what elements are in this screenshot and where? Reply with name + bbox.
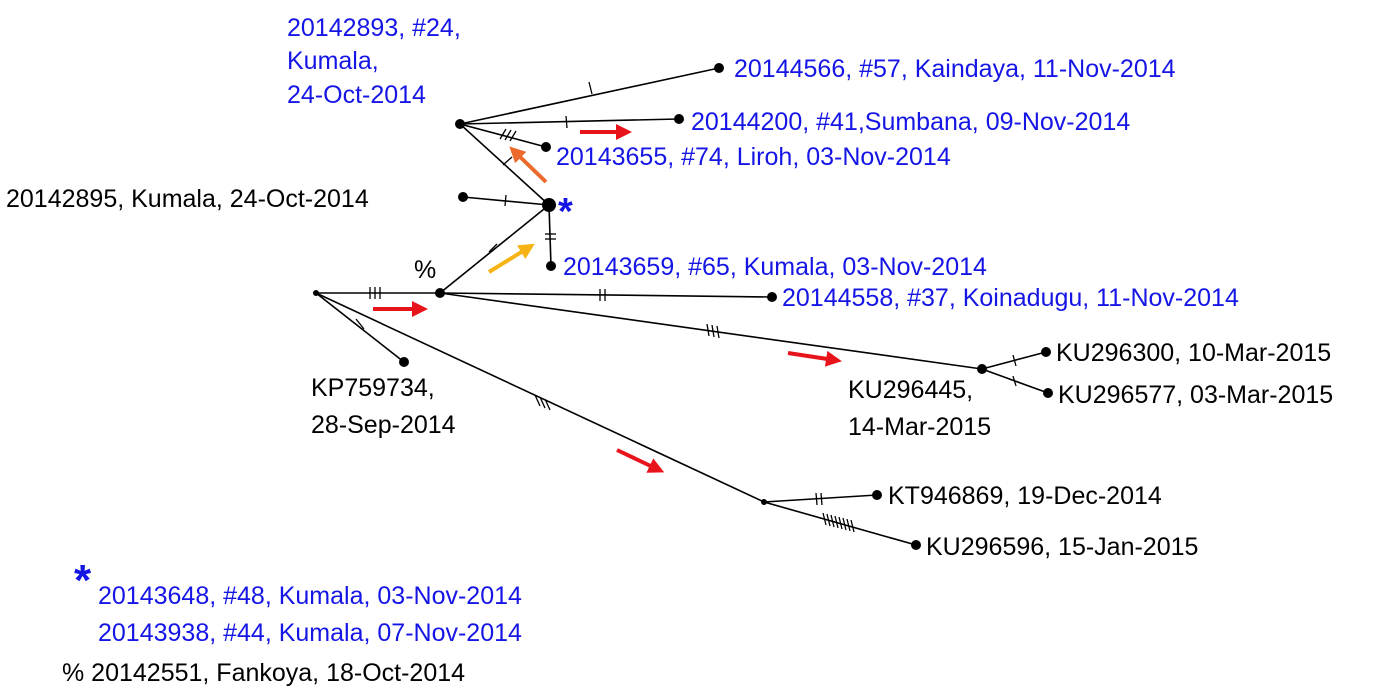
node-20142895 — [458, 192, 468, 202]
edge-to-20144200 — [459, 118, 680, 125]
red-arrow-icon — [616, 448, 665, 473]
red-arrow-icon — [787, 350, 842, 367]
label-ku296596: KU296596, 15-Jan-2015 — [926, 533, 1198, 561]
label-20144566: 20144566, #57, Kaindaya, 11-Nov-2014 — [734, 55, 1176, 83]
legend: * 20143648, #48, Kumala, 03-Nov-2014 201… — [62, 556, 522, 687]
label-20142893-line2: Kumala, — [287, 47, 379, 75]
node-20142893 — [455, 119, 465, 129]
node-ku296445 — [977, 364, 987, 374]
label-20143659: 20143659, #65, Kumala, 03-Nov-2014 — [563, 253, 987, 281]
yellow-arrow-icon — [487, 243, 535, 274]
label-kt946869: KT946869, 19-Dec-2014 — [888, 482, 1162, 510]
label-kp759734-line2: 28-Sep-2014 — [311, 411, 456, 439]
edge-to-20143655 — [459, 123, 547, 148]
label-20143655: 20143655, #74, Liroh, 03-Nov-2014 — [556, 143, 951, 171]
edge-to-20144566 — [459, 67, 720, 125]
network-nodes — [313, 63, 1053, 550]
percent-marker: % — [414, 256, 436, 284]
label-20142895: 20142895, Kumala, 24-Oct-2014 — [6, 185, 369, 213]
edge-to-20143659 — [548, 204, 552, 267]
legend-star-icon: * — [74, 556, 92, 605]
edge-percent-node-to-star-hub — [439, 204, 550, 294]
node-kp759734 — [399, 357, 409, 367]
edge-to-20144558 — [439, 292, 773, 298]
transmission-arrows — [373, 124, 842, 473]
legend-percent-line: % 20142551, Fankoya, 18-Oct-2014 — [62, 659, 465, 687]
node-percent — [435, 288, 445, 298]
node-root — [313, 290, 319, 296]
label-ku296577: KU296577, 03-Mar-2015 — [1058, 381, 1333, 409]
label-ku296445-line1: KU296445, — [848, 376, 973, 404]
node-kt946869 — [872, 490, 882, 500]
label-ku296445-line2: 14-Mar-2015 — [848, 413, 991, 441]
node-ku296300 — [1041, 347, 1051, 357]
node-ku296577 — [1043, 388, 1053, 398]
node-20144558 — [767, 292, 777, 302]
label-20144200: 20144200, #41,Sumbana, 09-Nov-2014 — [691, 108, 1130, 136]
edge-root-to-kp759734 — [315, 292, 405, 363]
legend-star-line-2: 20143938, #44, Kumala, 07-Nov-2014 — [98, 619, 522, 647]
node-20143655 — [541, 142, 551, 152]
node-20144200 — [674, 114, 684, 124]
edge-to-ku296445 — [439, 292, 983, 370]
node-lower-branch — [761, 499, 767, 505]
label-kp759734-line1: KP759734, — [311, 374, 435, 402]
edge-to-kt946869 — [763, 494, 878, 503]
label-20144558: 20144558, #37, Koinadugu, 11-Nov-2014 — [782, 284, 1239, 312]
star-marker-icon: * — [558, 191, 573, 233]
node-20144566 — [714, 63, 724, 73]
legend-star-line-1: 20143648, #48, Kumala, 03-Nov-2014 — [98, 582, 522, 610]
node-star-hub — [542, 198, 556, 212]
node-labels: 20142893, #24, Kumala, 24-Oct-2014 20144… — [6, 14, 1333, 561]
label-20142893-line1: 20142893, #24, — [287, 14, 461, 42]
label-20142893-line3: 24-Oct-2014 — [287, 81, 426, 109]
node-20143659 — [546, 261, 556, 271]
node-ku296596 — [911, 540, 921, 550]
label-ku296300: KU296300, 10-Mar-2015 — [1056, 339, 1331, 367]
orange-arrow-icon — [509, 146, 548, 184]
